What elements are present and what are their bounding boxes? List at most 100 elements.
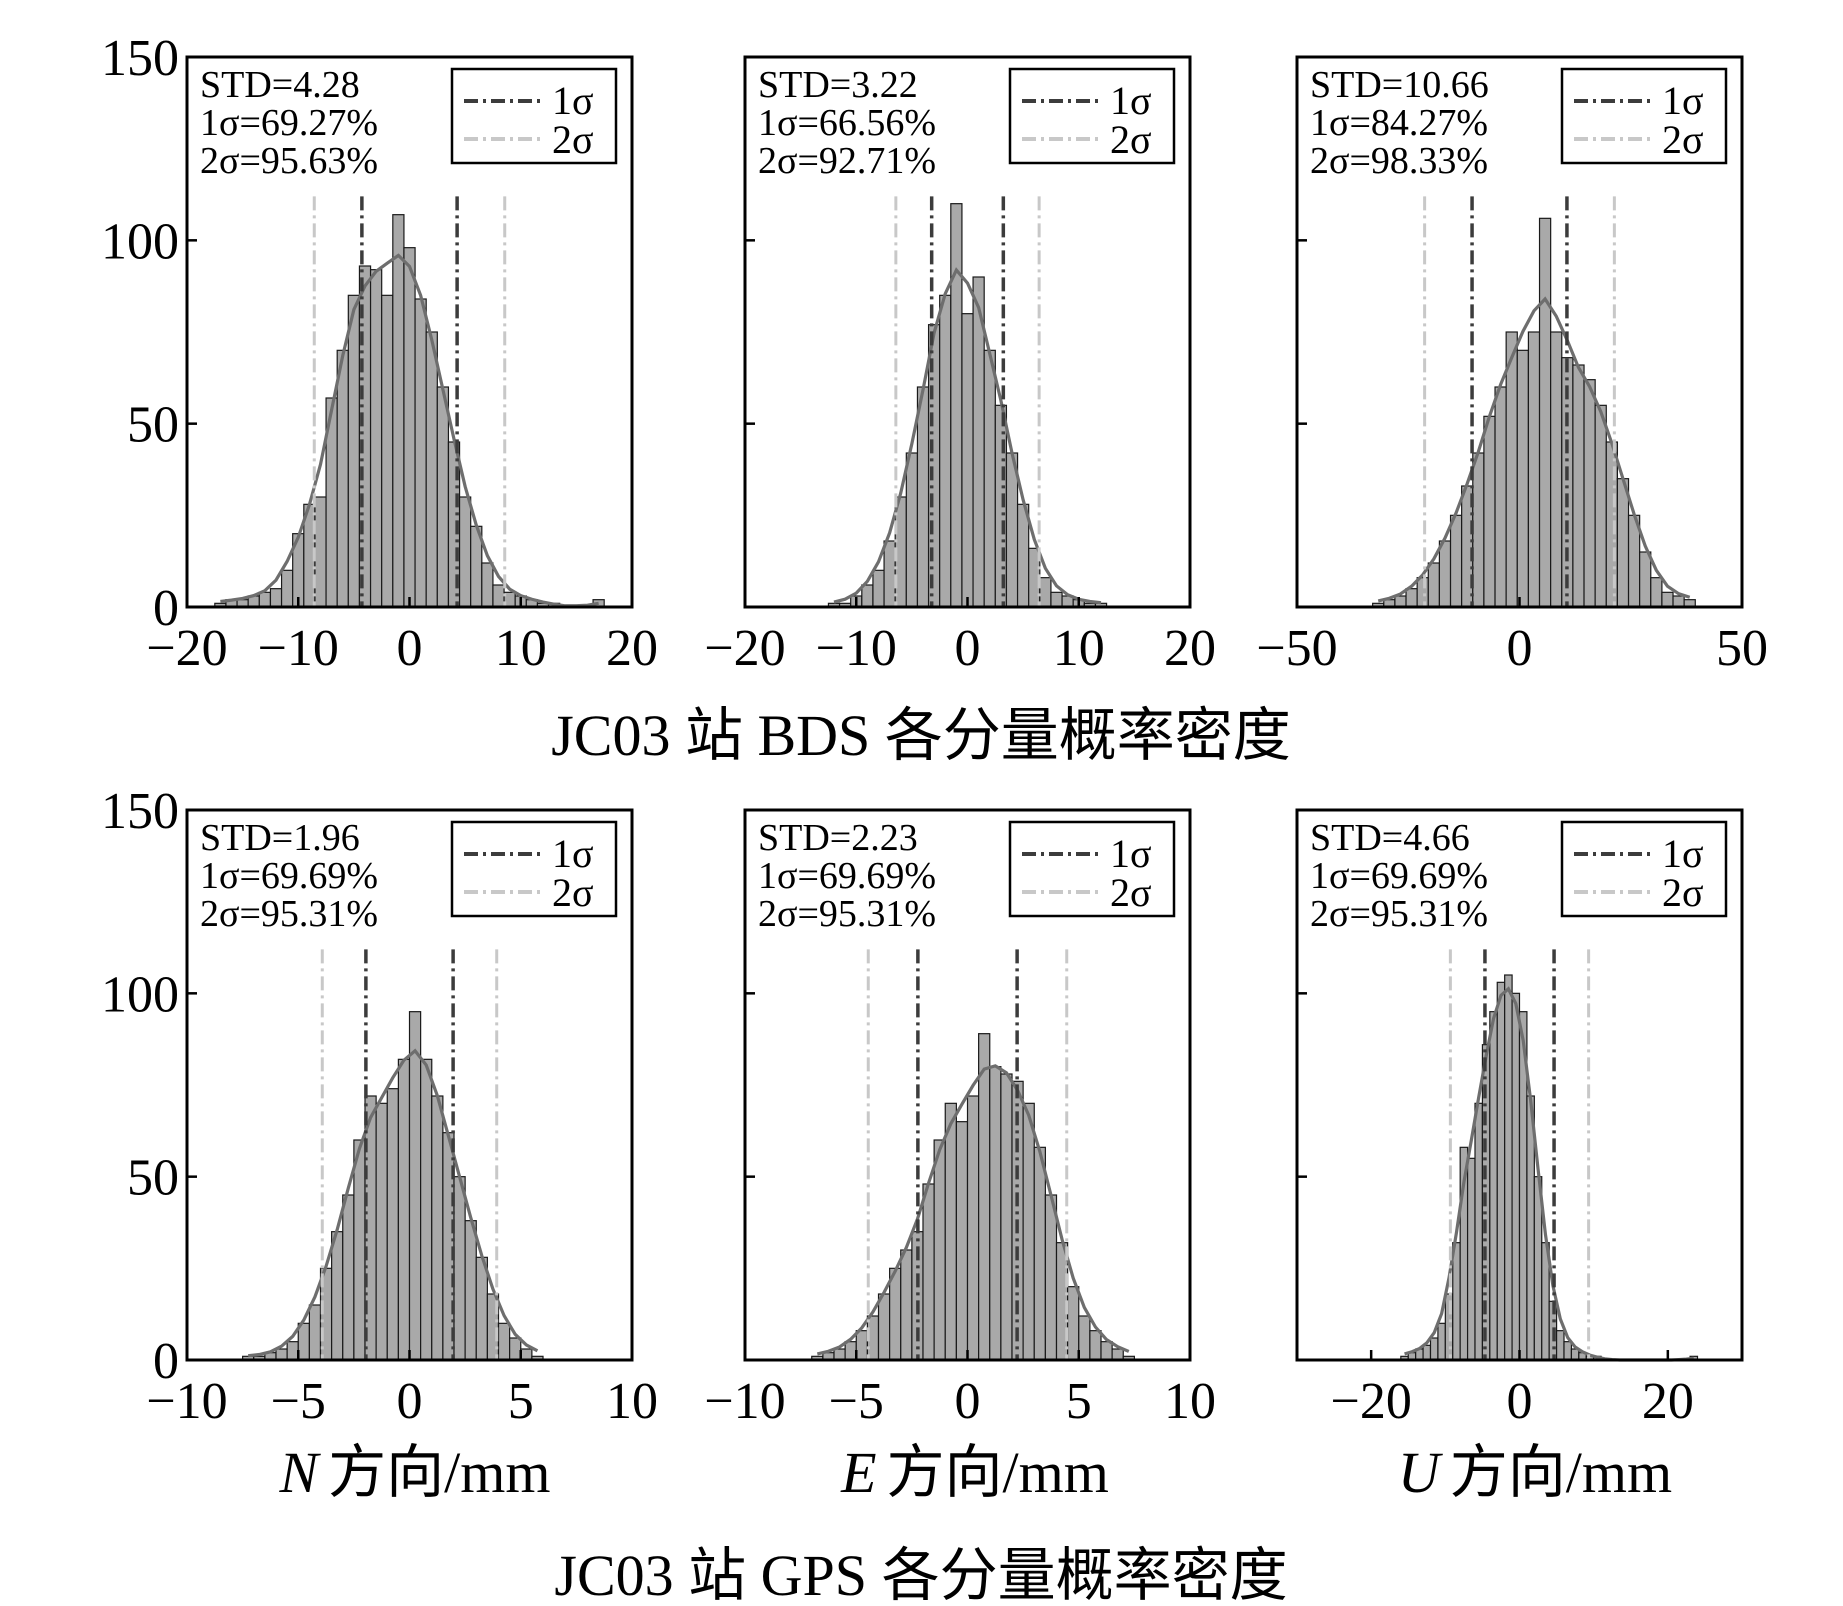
histogram-bar [1538,217,1552,608]
histogram-bar [916,386,930,608]
histogram-bar [1594,404,1607,608]
histogram-bar [1650,577,1663,608]
histogram-bar [872,569,885,608]
histogram-bar [1572,364,1585,608]
histogram-bar [492,584,505,608]
histogram-bar [1483,415,1496,608]
histogram-bar [889,1267,902,1361]
histogram-bar [1474,1102,1484,1361]
legend-sigma1-label: 1σ [1662,78,1704,123]
stats-line: 1σ=69.27% [200,102,378,144]
histogram-bar [353,1139,366,1361]
histogram-bar [933,1139,946,1361]
y-tick-label: 150 [101,783,179,840]
histogram-bar [1416,577,1429,608]
bds-section-title: JC03 站 BDS 各分量概率密度 [551,703,1291,768]
density-curve [816,1064,1130,1356]
legend-box [1560,820,1728,918]
histogram-bar [1111,1348,1124,1361]
histogram-bar [403,247,416,608]
y-tick-label: 50 [127,397,179,454]
y-tick-label: 0 [153,1333,179,1390]
x-tick-label: 10 [606,1373,658,1430]
histogram-bar [877,1293,891,1361]
x-axis-label-n-var: N [278,1440,321,1505]
x-tick-label: 0 [1507,1373,1533,1430]
x-tick-label: −50 [1256,620,1337,677]
x-tick-label: 10 [1053,620,1105,677]
stats-line: STD=10.66 [1310,64,1489,106]
histogram-bar [1563,1341,1573,1361]
histogram-bar [983,349,996,608]
histogram-bar [1505,331,1518,608]
histogram-bar [347,294,361,608]
legend-box [1008,820,1176,918]
histogram-bar [414,298,427,608]
stats-line: 1σ=69.69% [200,855,378,897]
histogram-bar [1405,588,1418,608]
stats-line: 2σ=95.31% [200,893,378,935]
stats-line: STD=4.28 [200,64,360,106]
x-axis-label-n: N 方向/mm [278,1440,550,1505]
x-axis-label-u-unit: 方向/mm [1450,1440,1672,1505]
histogram-bar [331,1231,344,1361]
histogram-bar [1394,595,1407,608]
histogram-bar [1449,514,1463,608]
x-tick-label: −10 [258,620,339,677]
stats-line: 1σ=66.56% [758,102,936,144]
legend-box [1560,67,1728,165]
histogram-bar [381,294,394,608]
histogram-bar [961,313,974,608]
histogram-bar [1472,452,1485,608]
x-axis-label-e-unit: 方向/mm [887,1440,1109,1505]
histogram-bar [342,1194,355,1361]
histogram-bar [883,540,896,608]
stats-line: 1σ=84.27% [1310,102,1488,144]
x-tick-label: 5 [1066,1373,1092,1430]
legend-box [450,820,618,918]
histogram-bar [922,1183,935,1361]
x-axis-label-u: U 方向/mm [1398,1440,1672,1505]
histogram-bar [464,1220,477,1361]
histogram-bar [336,349,349,608]
histogram-bar [1078,1315,1091,1361]
histogram-bar [520,1348,533,1361]
histogram-bar [425,331,438,608]
histogram-bar [1466,1157,1476,1361]
histogram-bar [375,1102,388,1361]
histogram-bar [905,452,919,608]
stats-line: 2σ=95.31% [1310,893,1488,935]
histogram-bar [458,496,472,608]
histogram-bar [1616,478,1630,608]
histogram-bar [955,1121,969,1361]
histogram-bar [509,1337,522,1361]
histogram-bar [978,1033,991,1361]
legend-sigma2-label: 2σ [1662,870,1704,915]
histogram-bar [861,584,874,608]
x-tick-label: −10 [816,620,897,677]
histogram-bar [280,569,294,608]
y-tick-label: 50 [127,1150,179,1207]
legend-box [450,67,618,165]
histogram-bar [944,1102,957,1361]
histogram-bar [392,214,405,608]
x-tick-label: −5 [271,1373,326,1430]
legend-sigma1-label: 1σ [552,831,594,876]
stats-line: 2σ=95.31% [758,893,936,935]
x-tick-label: 50 [1716,620,1768,677]
histogram-bar [420,1058,433,1361]
x-tick-label: −20 [146,620,227,677]
histogram-bar [855,1330,868,1361]
histogram-bar [1033,1146,1046,1361]
x-tick-label: 0 [397,1373,423,1430]
histogram-bar [258,591,272,608]
legend-sigma2-label: 2σ [1110,117,1152,162]
histogram-bar [436,386,450,608]
legend-sigma2-label: 2σ [552,117,594,162]
legend-sigma1-label: 1σ [552,78,594,123]
histogram-bar [1672,595,1685,608]
